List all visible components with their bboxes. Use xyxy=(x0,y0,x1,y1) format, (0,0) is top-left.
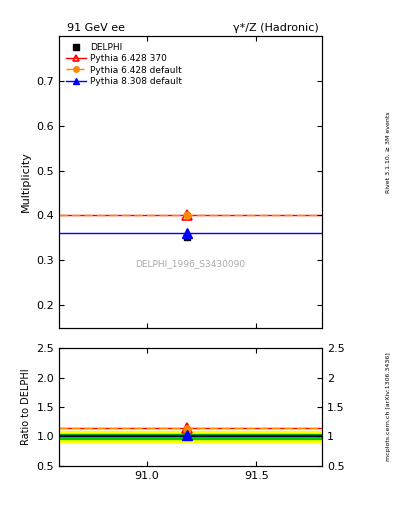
Text: γ*/Z (Hadronic): γ*/Z (Hadronic) xyxy=(233,23,318,33)
Text: Rivet 3.1.10, ≥ 3M events: Rivet 3.1.10, ≥ 3M events xyxy=(386,112,391,194)
Bar xyxy=(59,431,322,442)
Bar xyxy=(59,434,322,439)
Legend: DELPHI, Pythia 6.428 370, Pythia 6.428 default, Pythia 8.308 default: DELPHI, Pythia 6.428 370, Pythia 6.428 d… xyxy=(63,40,184,89)
Y-axis label: Multiplicity: Multiplicity xyxy=(21,152,31,212)
Text: DELPHI_1996_S3430090: DELPHI_1996_S3430090 xyxy=(136,259,246,268)
Text: 91 GeV ee: 91 GeV ee xyxy=(67,23,125,33)
Y-axis label: Ratio to DELPHI: Ratio to DELPHI xyxy=(21,369,31,445)
Text: mcplots.cern.ch [arXiv:1306.3436]: mcplots.cern.ch [arXiv:1306.3436] xyxy=(386,353,391,461)
